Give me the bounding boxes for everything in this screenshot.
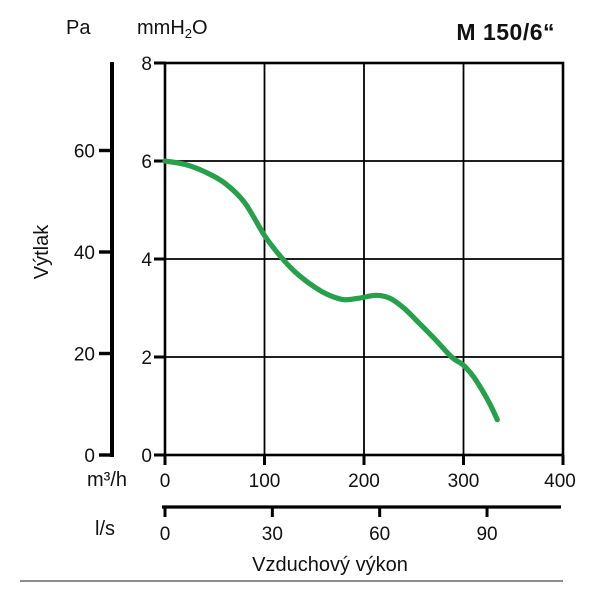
mmh2o-tick-label: 6 [141,152,152,173]
mmh2o-unit-text-end: O [192,17,208,39]
m3h-tick-label: 400 [544,471,576,492]
m3h-tick-label: 300 [448,471,480,492]
m3h-axis-unit-label: m³/h [87,469,127,491]
m3h-tick-label: 100 [249,471,281,492]
x-axis-title: Vzduchový výkon [252,554,408,576]
ls-tick-label: 60 [369,524,390,545]
ls-tick-label: 90 [476,524,497,545]
ls-tick-label: 30 [262,524,283,545]
pa-axis-unit-label: Pa [66,17,91,39]
pa-tick-label: 0 [84,446,95,467]
bottom-separator-line [20,580,563,582]
mmh2o-unit-text: mmH [137,17,185,39]
pa-tick-label: 20 [74,345,95,366]
mmh2o-unit-subscript: 2 [184,26,192,41]
mmh2o-tick-label: 0 [141,446,152,467]
performance-curve [162,158,500,423]
m3h-tick-label: 200 [348,471,380,492]
mmh2o-tick-label: 2 [141,348,152,369]
pa-tick-label: 40 [74,243,95,264]
m3h-tick-label: 0 [160,471,171,492]
ls-axis-unit-label: l/s [95,518,115,540]
chart-title: M 150/6“ [456,19,555,45]
mmh2o-tick-label: 4 [141,250,152,271]
mmh2o-tick-label: 8 [141,54,152,75]
mmh2o-axis-unit-label: mmH2O [137,18,208,40]
ls-tick-label: 0 [160,524,171,545]
pa-tick-label: 60 [74,142,95,163]
